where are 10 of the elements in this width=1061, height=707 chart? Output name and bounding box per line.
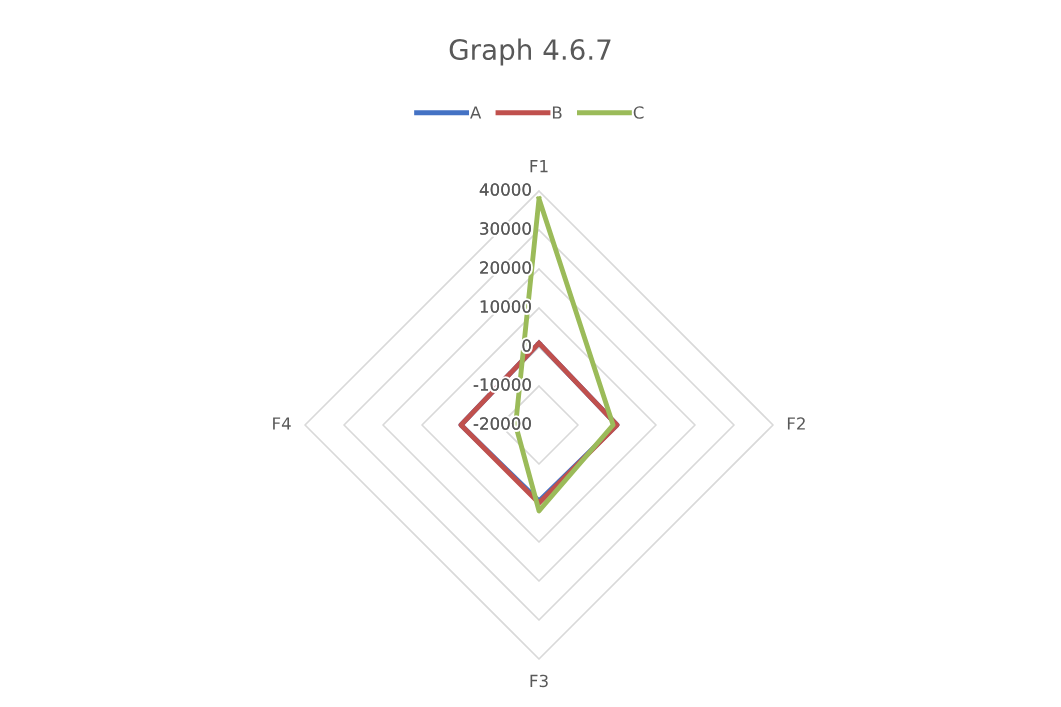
y-tick-label: 30000 bbox=[480, 222, 531, 235]
legend-label: B bbox=[552, 106, 562, 119]
legend-label: A bbox=[470, 106, 482, 119]
spoke-label: F3 bbox=[530, 674, 548, 688]
y-tick-label: 40000 bbox=[479, 183, 531, 196]
spoke-label: F2 bbox=[787, 417, 805, 430]
spoke-label: F1 bbox=[530, 160, 548, 173]
legend-label: C bbox=[633, 106, 644, 119]
spoke-label: F4 bbox=[273, 417, 291, 430]
chart-title: Graph 4.6.7 bbox=[449, 38, 611, 66]
